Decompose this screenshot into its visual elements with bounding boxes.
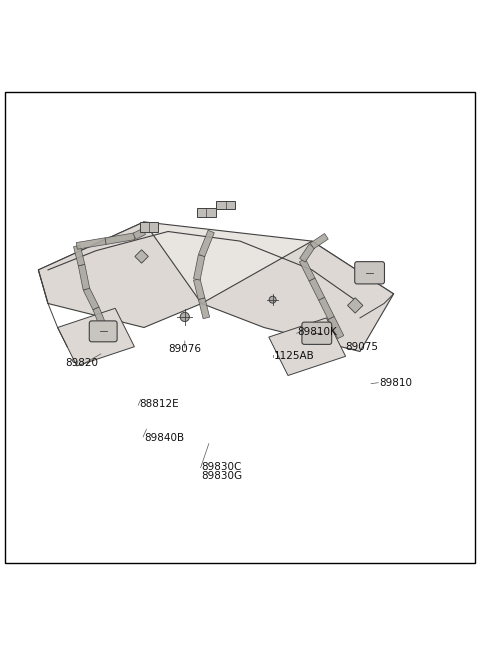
Bar bbox=[197, 208, 216, 217]
Text: 89830G: 89830G bbox=[202, 472, 243, 481]
Polygon shape bbox=[38, 222, 202, 328]
Polygon shape bbox=[199, 231, 214, 257]
Polygon shape bbox=[269, 318, 346, 375]
Polygon shape bbox=[73, 245, 85, 266]
Polygon shape bbox=[309, 278, 324, 300]
Polygon shape bbox=[319, 297, 334, 320]
FancyBboxPatch shape bbox=[355, 261, 384, 284]
Text: 89075: 89075 bbox=[346, 342, 379, 352]
Text: 88812E: 88812E bbox=[139, 400, 179, 409]
Text: 89840B: 89840B bbox=[144, 433, 184, 443]
Polygon shape bbox=[105, 233, 135, 244]
Polygon shape bbox=[38, 222, 394, 318]
Polygon shape bbox=[310, 233, 328, 249]
Polygon shape bbox=[198, 298, 210, 319]
Polygon shape bbox=[300, 244, 315, 262]
Polygon shape bbox=[300, 259, 315, 281]
Text: 89076: 89076 bbox=[168, 344, 201, 354]
Circle shape bbox=[269, 296, 276, 303]
Text: 1125AB: 1125AB bbox=[274, 351, 314, 362]
Text: 89810: 89810 bbox=[379, 378, 412, 388]
Bar bbox=[216, 201, 235, 210]
Polygon shape bbox=[202, 241, 394, 352]
Polygon shape bbox=[193, 278, 205, 299]
Polygon shape bbox=[84, 288, 99, 310]
Text: 89810K: 89810K bbox=[298, 328, 337, 337]
Polygon shape bbox=[193, 255, 205, 280]
Text: 89820: 89820 bbox=[65, 358, 98, 369]
Polygon shape bbox=[133, 229, 145, 239]
FancyBboxPatch shape bbox=[302, 322, 332, 345]
Circle shape bbox=[180, 312, 190, 322]
Polygon shape bbox=[78, 265, 90, 290]
Polygon shape bbox=[93, 307, 108, 333]
Polygon shape bbox=[58, 309, 134, 366]
Text: 89830C: 89830C bbox=[202, 462, 242, 472]
FancyBboxPatch shape bbox=[89, 321, 117, 342]
Bar bbox=[140, 222, 158, 231]
Polygon shape bbox=[76, 238, 106, 249]
Polygon shape bbox=[328, 316, 344, 339]
Polygon shape bbox=[135, 250, 148, 263]
Polygon shape bbox=[348, 298, 363, 313]
